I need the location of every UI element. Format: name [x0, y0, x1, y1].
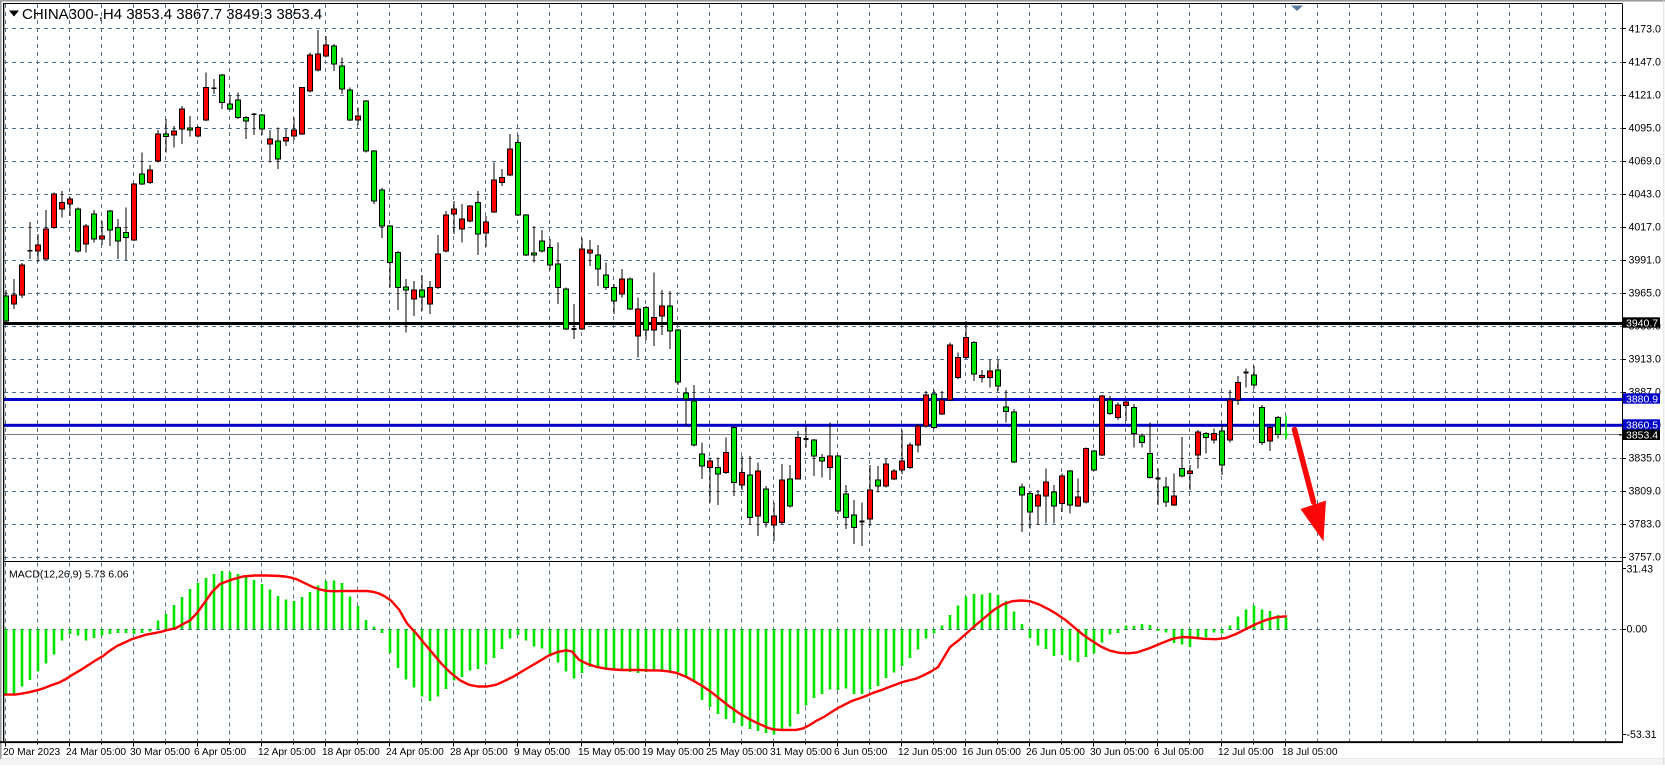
svg-text:30 Jun 05:00: 30 Jun 05:00 — [1090, 747, 1149, 758]
svg-text:28 Apr 05:00: 28 Apr 05:00 — [450, 747, 508, 758]
svg-text:3880.9: 3880.9 — [1626, 393, 1658, 405]
svg-text:3835.0: 3835.0 — [1629, 453, 1662, 465]
svg-text:4043.0: 4043.0 — [1629, 188, 1662, 200]
svg-text:4173.0: 4173.0 — [1629, 23, 1662, 35]
svg-text:30 Mar 05:00: 30 Mar 05:00 — [130, 747, 190, 758]
svg-text:15 May 05:00: 15 May 05:00 — [578, 747, 640, 758]
svg-text:4121.0: 4121.0 — [1629, 89, 1662, 101]
svg-text:25 May 05:00: 25 May 05:00 — [706, 747, 768, 758]
svg-text:19 May 05:00: 19 May 05:00 — [642, 747, 704, 758]
svg-text:4147.0: 4147.0 — [1629, 56, 1662, 68]
svg-text:3783.0: 3783.0 — [1629, 519, 1662, 531]
svg-text:3757.0: 3757.0 — [1629, 552, 1662, 564]
svg-text:3940.7: 3940.7 — [1626, 317, 1658, 329]
svg-text:26 Jun 05:00: 26 Jun 05:00 — [1026, 747, 1085, 758]
svg-text:6 Jun 05:00: 6 Jun 05:00 — [834, 747, 888, 758]
svg-text:3913.0: 3913.0 — [1629, 354, 1662, 366]
svg-text:3860.5: 3860.5 — [1626, 419, 1658, 431]
svg-text:31 May 05:00: 31 May 05:00 — [770, 747, 832, 758]
svg-text:4017.0: 4017.0 — [1629, 221, 1662, 233]
svg-text:0.00: 0.00 — [1627, 624, 1648, 636]
svg-text:6 Apr 05:00: 6 Apr 05:00 — [194, 747, 246, 758]
svg-text:16 Jun 05:00: 16 Jun 05:00 — [962, 747, 1021, 758]
svg-text:MACD(12,26,9) 5.73 6.06: MACD(12,26,9) 5.73 6.06 — [9, 569, 129, 581]
svg-text:12 Jun 05:00: 12 Jun 05:00 — [898, 747, 957, 758]
svg-text:24 Apr 05:00: 24 Apr 05:00 — [386, 747, 444, 758]
svg-text:18 Jul 05:00: 18 Jul 05:00 — [1282, 747, 1338, 758]
svg-text:3991.0: 3991.0 — [1629, 254, 1662, 266]
svg-text:20 Mar 2023: 20 Mar 2023 — [3, 747, 61, 758]
svg-text:24 Mar 05:00: 24 Mar 05:00 — [66, 747, 126, 758]
svg-text:3809.0: 3809.0 — [1629, 486, 1662, 498]
svg-text:3965.0: 3965.0 — [1629, 288, 1662, 300]
svg-text:12 Jul 05:00: 12 Jul 05:00 — [1218, 747, 1274, 758]
svg-text:31.43: 31.43 — [1627, 563, 1654, 575]
svg-text:-53.31: -53.31 — [1627, 729, 1657, 741]
svg-text:9 May 05:00: 9 May 05:00 — [514, 747, 570, 758]
svg-text:4095.0: 4095.0 — [1629, 122, 1662, 134]
svg-text:12 Apr 05:00: 12 Apr 05:00 — [258, 747, 316, 758]
svg-text:CHINA300-,H4 3853.4 3867.7 38: CHINA300-,H4 3853.4 3867.7 3849.3 3853.4 — [22, 6, 322, 23]
svg-text:6 Jul 05:00: 6 Jul 05:00 — [1154, 747, 1204, 758]
svg-text:18 Apr 05:00: 18 Apr 05:00 — [322, 747, 380, 758]
svg-text:4069.0: 4069.0 — [1629, 155, 1662, 167]
svg-text:3853.4: 3853.4 — [1626, 430, 1658, 442]
